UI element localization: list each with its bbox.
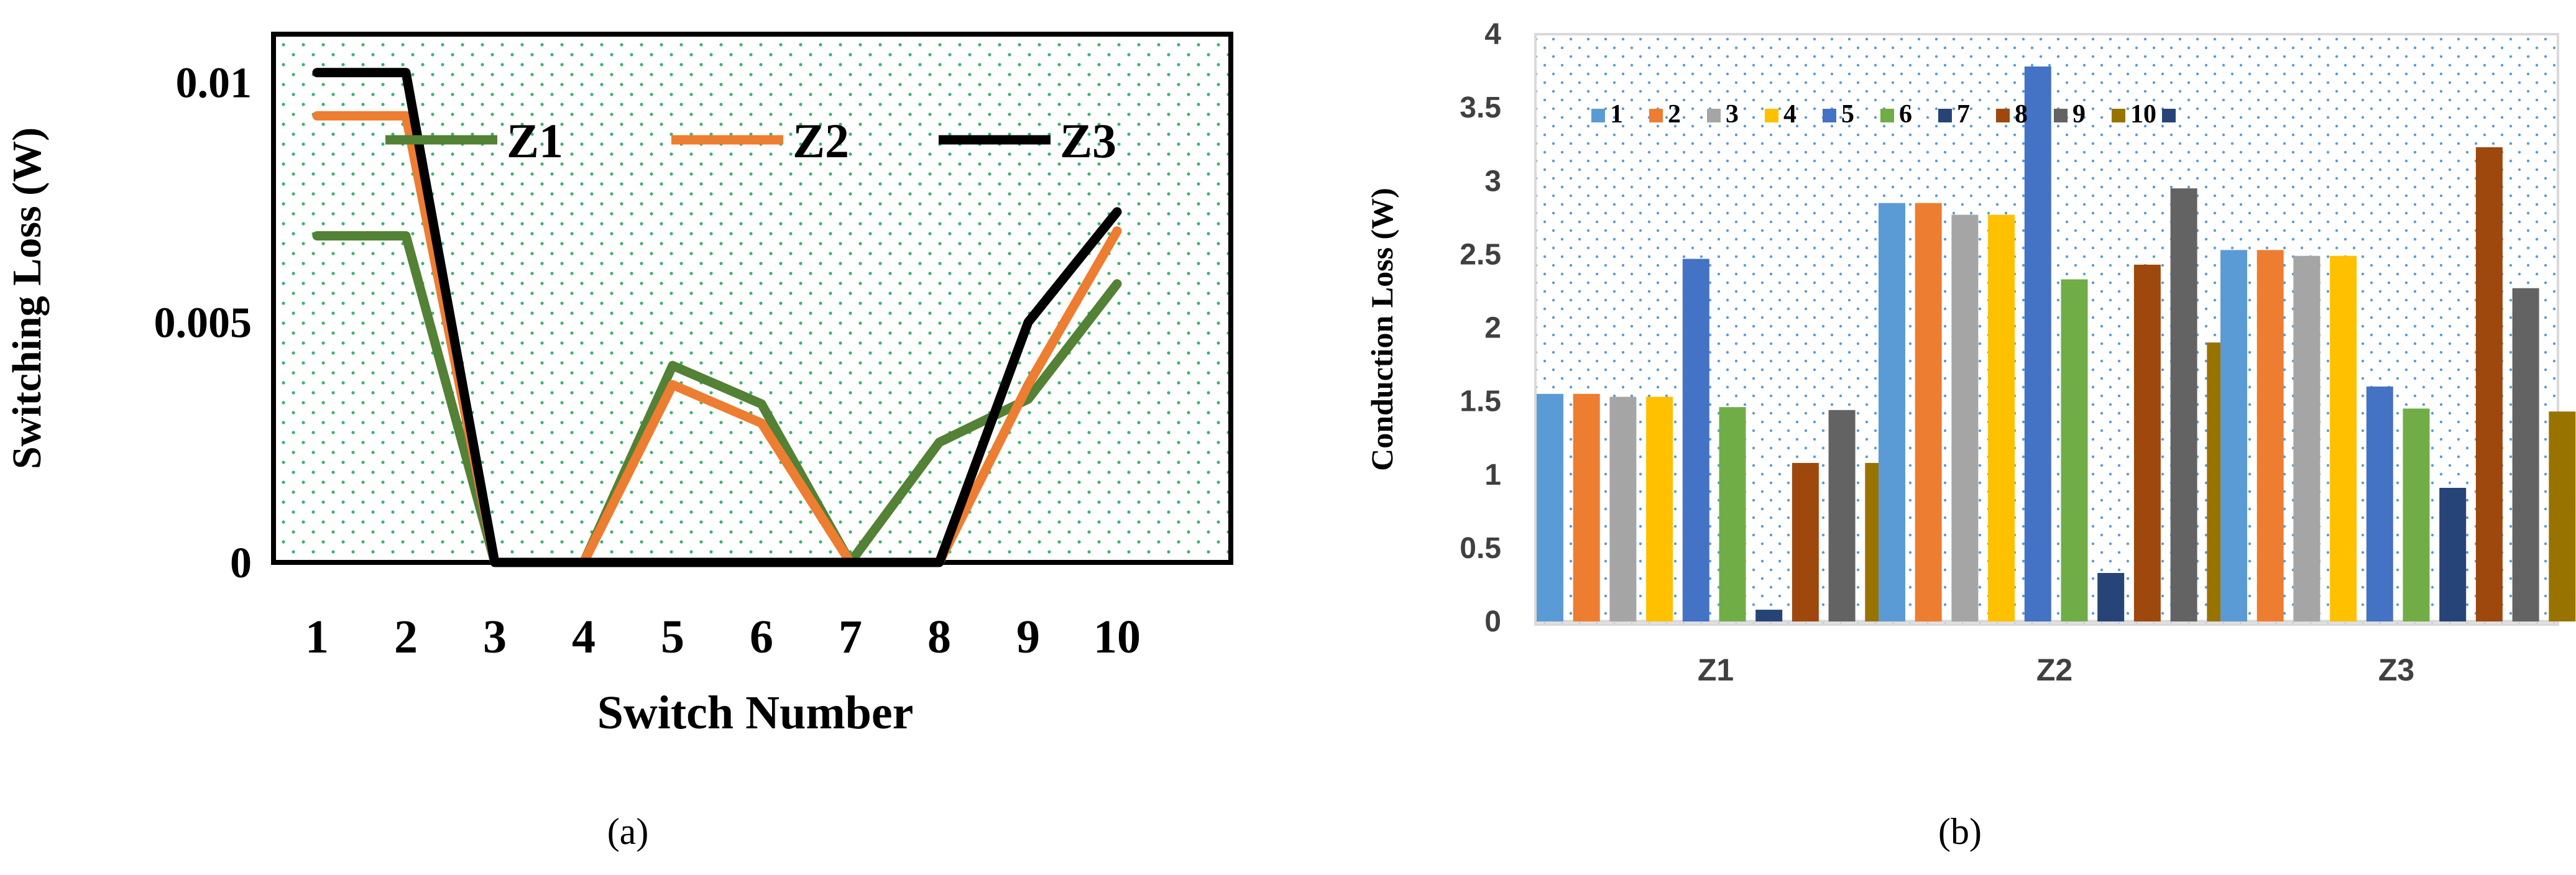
x-tick-label: 8 xyxy=(927,611,951,663)
legend-swatch xyxy=(1996,109,2010,122)
x-tick-label: 1 xyxy=(305,611,329,663)
y-tick-label: 2 xyxy=(1484,312,1501,345)
x-tick-label: 9 xyxy=(1016,611,1040,663)
legend-swatch xyxy=(1880,109,1894,122)
x-tick-label: 3 xyxy=(483,611,507,663)
x-tick-label: 6 xyxy=(750,611,773,663)
y-tick-label: 0.005 xyxy=(154,300,252,347)
bar-z2-s3 xyxy=(1951,214,1979,622)
x-tick-label: 2 xyxy=(394,611,418,663)
y-tick-label: 0 xyxy=(230,539,252,587)
legend-label: 8 xyxy=(2015,100,2028,129)
y-tick-label: 3.5 xyxy=(1460,91,1501,124)
legend-swatch xyxy=(1938,109,1952,122)
bar-z2-s8 xyxy=(2133,264,2161,621)
bar-z3-s1 xyxy=(2220,250,2247,621)
category-label: Z3 xyxy=(2378,653,2414,687)
legend-label: 6 xyxy=(1899,100,1912,129)
x-axis-title-a: Switch Number xyxy=(597,687,914,739)
bar-z1-s2 xyxy=(1573,393,1600,621)
legend-label: 4 xyxy=(1783,100,1796,129)
legend-label: 5 xyxy=(1841,100,1854,129)
bar-z3-s8 xyxy=(2475,147,2503,621)
bar-z2-s6 xyxy=(2061,279,2088,621)
bar-z3-s4 xyxy=(2330,255,2357,621)
legend-label: Z2 xyxy=(793,114,849,168)
legend-swatch xyxy=(1591,109,1605,122)
bar-z1-s8 xyxy=(1792,462,1819,621)
category-labels-b: Z1 Z2 Z3 xyxy=(1698,653,2414,687)
legend-swatch xyxy=(2054,109,2068,122)
panel-a-line-chart: 0 0.005 0.01 1 2 3 4 5 6 7 8 9 10 Z1 Z2 Z3 Switching … xyxy=(4,32,1233,852)
panel-b-bar-chart: 0 0.5 1 1.5 2 2.5 3 3.5 4 Z1 Z2 Z3 1 2 3 4 5 6 7 8 9 10 Con… xyxy=(1364,18,2576,852)
y-tick-label: 1 xyxy=(1484,459,1501,492)
x-tick-label: 10 xyxy=(1093,611,1141,663)
legend-label: 2 xyxy=(1668,100,1681,129)
caption-b: (b) xyxy=(1938,811,1982,852)
legend-swatch xyxy=(1823,109,1836,122)
legend-swatch-extra xyxy=(2162,109,2176,122)
y-tick-label: 0.01 xyxy=(176,59,252,107)
legend-swatch xyxy=(2112,109,2125,122)
series-line-z1 xyxy=(312,231,1122,567)
series-line-z3 xyxy=(312,68,1122,567)
caption-a: (a) xyxy=(607,811,649,852)
y-tick-label: 0.5 xyxy=(1460,532,1501,565)
y-axis-title-b: Conduction Loss (W) xyxy=(1364,188,1399,471)
bar-z3-s5 xyxy=(2366,387,2393,621)
bar-z1-s5 xyxy=(1682,259,1709,621)
x-tick-label: 4 xyxy=(572,611,596,663)
y-tick-label: 0 xyxy=(1484,605,1501,638)
legend-swatch xyxy=(1707,109,1721,122)
bars-b xyxy=(1537,66,2576,622)
bar-z3-s10 xyxy=(2549,411,2576,621)
legend-label: 7 xyxy=(1957,100,1970,129)
bar-z1-s1 xyxy=(1537,393,1563,621)
y-axis-title-a: Switching Loss (W) xyxy=(4,127,50,469)
bar-z2-s9 xyxy=(2170,188,2197,622)
bar-z2-s7 xyxy=(2097,573,2125,621)
bar-z2-s5 xyxy=(2024,66,2051,621)
legend-b: 1 2 3 4 5 6 7 8 9 10 xyxy=(1591,100,2176,129)
legend-label: 1 xyxy=(1610,100,1623,129)
bar-z1-s4 xyxy=(1646,396,1673,621)
x-tick-label: 7 xyxy=(839,611,862,663)
y-tick-label: 1.5 xyxy=(1460,385,1501,418)
legend-label: Z1 xyxy=(507,114,563,168)
y-tick-label: 3 xyxy=(1484,165,1501,198)
legend-swatch xyxy=(1765,109,1778,122)
legend-swatch xyxy=(1649,109,1663,122)
bar-z3-s7 xyxy=(2439,488,2467,621)
category-label: Z1 xyxy=(1698,653,1734,687)
series-lines-a xyxy=(312,68,1122,567)
legend-a: Z1 Z2 Z3 xyxy=(385,114,1116,168)
bar-z1-s6 xyxy=(1719,407,1746,621)
bar-z2-s2 xyxy=(1915,203,1942,621)
legend-label: Z3 xyxy=(1060,114,1116,168)
bar-z3-s2 xyxy=(2256,250,2284,621)
legend-label: 9 xyxy=(2072,100,2086,129)
bar-z2-s1 xyxy=(1879,203,1905,621)
x-tick-labels-a: 1 2 3 4 5 6 7 8 9 10 xyxy=(305,611,1141,663)
plot-area-a xyxy=(271,32,1233,565)
y-tick-labels-a: 0 0.005 0.01 xyxy=(154,59,252,587)
bar-z1-s7 xyxy=(1755,610,1783,621)
legend-label: 10 xyxy=(2130,100,2156,129)
bar-z1-s3 xyxy=(1609,396,1637,621)
bar-z3-s9 xyxy=(2512,288,2539,621)
y-tick-label: 4 xyxy=(1484,18,1501,51)
y-tick-labels-b: 0 0.5 1 1.5 2 2.5 3 3.5 4 xyxy=(1460,18,1501,638)
bar-z2-s4 xyxy=(1988,214,2015,622)
x-tick-label: 5 xyxy=(661,611,684,663)
bar-z3-s3 xyxy=(2293,255,2321,621)
category-label: Z2 xyxy=(2036,653,2072,687)
legend-label: 3 xyxy=(1726,100,1739,129)
y-tick-label: 2.5 xyxy=(1460,238,1501,271)
bar-z1-s9 xyxy=(1828,410,1856,621)
bar-z3-s6 xyxy=(2403,408,2430,621)
